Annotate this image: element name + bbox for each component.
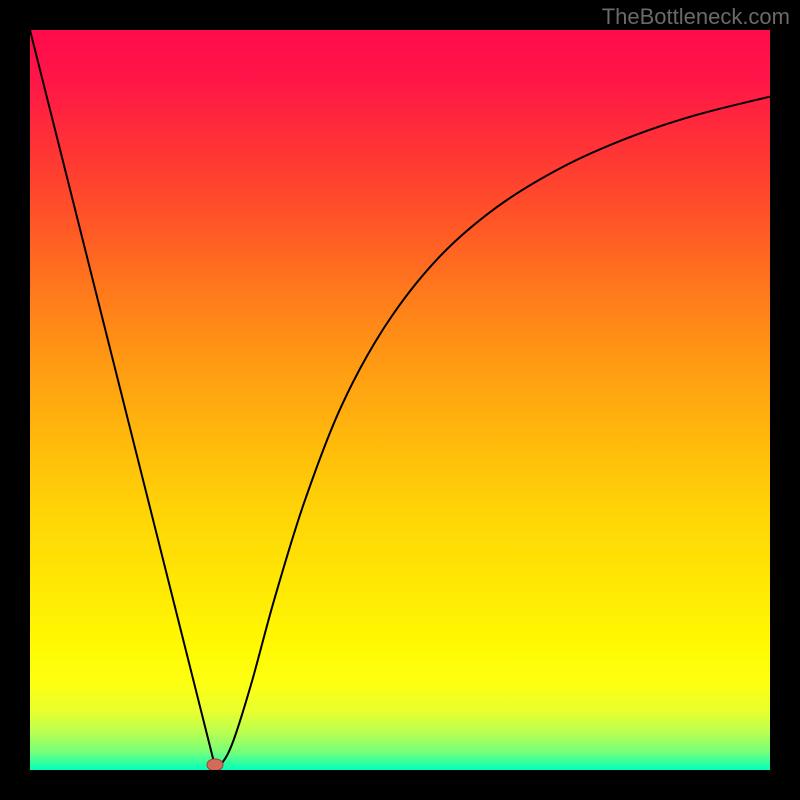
plot-svg (30, 30, 770, 770)
bottleneck-curve (30, 30, 770, 766)
optimum-marker (207, 759, 223, 770)
chart-container: TheBottleneck.com (0, 0, 800, 800)
watermark-text: TheBottleneck.com (602, 4, 790, 30)
plot-area (30, 30, 770, 770)
